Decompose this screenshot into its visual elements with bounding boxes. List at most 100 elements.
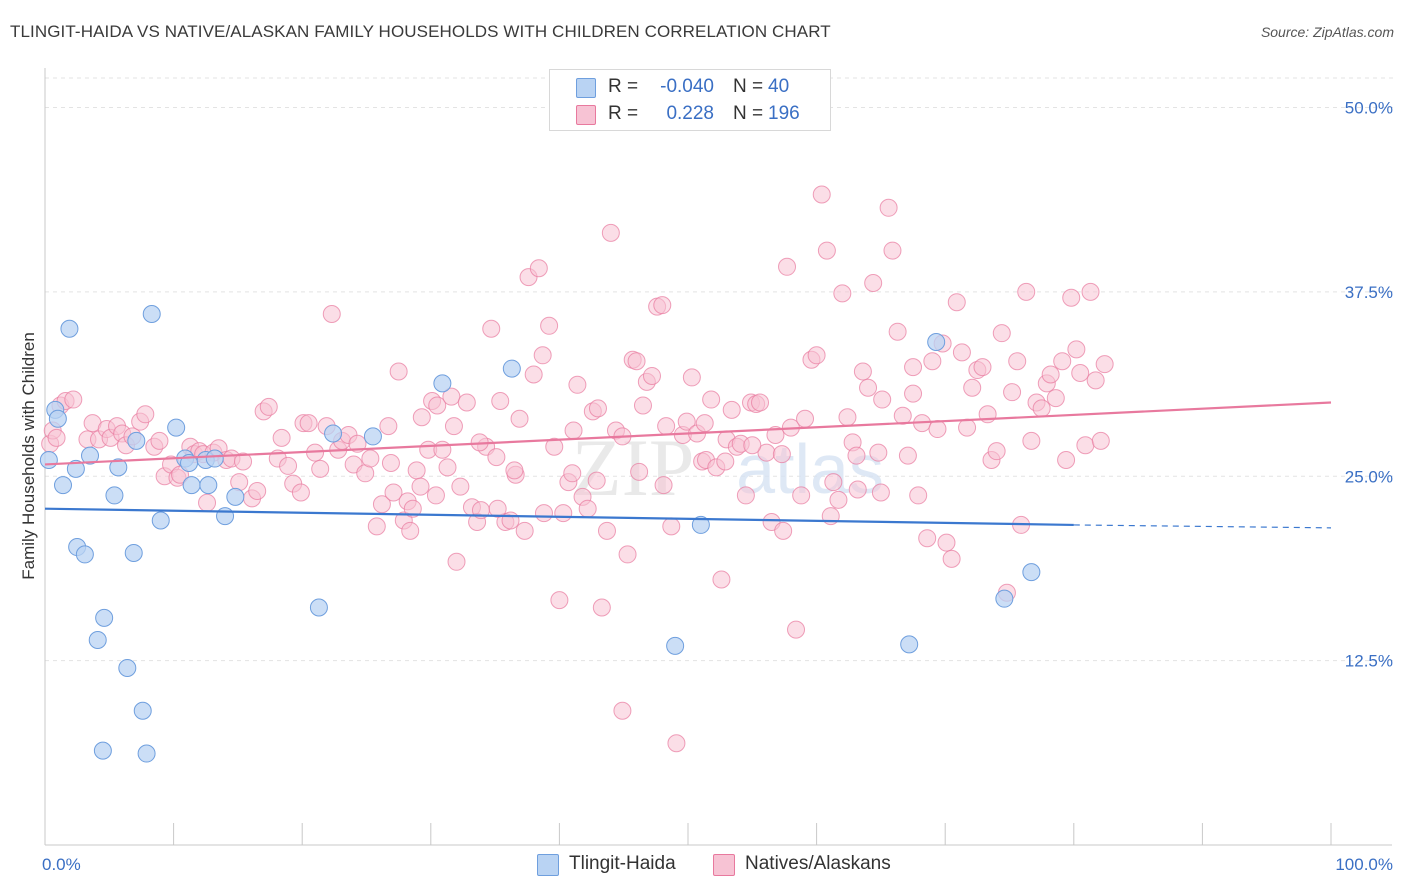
data-point-tlingit-haida <box>60 319 79 338</box>
data-point-natives-alaskans <box>1071 364 1090 382</box>
data-point-natives-alaskans <box>751 393 770 412</box>
data-point-natives-alaskans <box>1041 365 1060 384</box>
data-point-tlingit-haida <box>309 598 328 617</box>
data-point-natives-alaskans <box>403 499 422 518</box>
data-point-natives-alaskans <box>778 257 797 276</box>
data-point-natives-alaskans <box>817 241 836 260</box>
data-point-natives-alaskans <box>64 390 83 409</box>
data-point-natives-alaskans <box>1095 355 1114 374</box>
data-point-natives-alaskans <box>1032 399 1051 418</box>
data-point-natives-alaskans <box>279 456 298 475</box>
data-point-natives-alaskans <box>642 366 661 385</box>
data-point-natives-alaskans <box>1086 371 1105 390</box>
data-point-tlingit-haida <box>48 409 67 428</box>
data-point-natives-alaskans <box>1022 431 1041 450</box>
data-point-natives-alaskans <box>550 591 569 610</box>
data-point-natives-alaskans <box>796 409 815 428</box>
data-point-tlingit-haida <box>900 635 919 654</box>
data-point-natives-alaskans <box>992 324 1011 343</box>
data-point-tlingit-haida <box>205 449 224 468</box>
data-point-natives-alaskans <box>1076 436 1095 455</box>
data-point-natives-alaskans <box>322 305 341 323</box>
data-point-natives-alaskans <box>722 400 741 419</box>
r-label: R = <box>608 76 639 97</box>
n-label: N = <box>733 76 764 97</box>
data-point-natives-alaskans <box>987 442 1006 461</box>
data-point-natives-alaskans <box>1062 288 1081 307</box>
data-point-tlingit-haida <box>93 741 112 760</box>
data-point-natives-alaskans <box>653 296 672 315</box>
data-point-natives-alaskans <box>1091 431 1110 450</box>
data-point-natives-alaskans <box>367 517 386 536</box>
data-point-tlingit-haida <box>151 511 170 530</box>
trend-lines <box>44 401 1332 529</box>
data-point-natives-alaskans <box>1003 383 1022 402</box>
data-point-natives-alaskans <box>588 399 607 418</box>
data-point-natives-alaskans <box>923 352 942 371</box>
data-point-natives-alaskans <box>272 428 291 447</box>
data-point-natives-alaskans <box>618 545 637 564</box>
data-point-natives-alaskans <box>248 482 267 500</box>
data-point-tlingit-haida <box>216 507 235 526</box>
data-point-natives-alaskans <box>564 421 583 440</box>
r-value: -0.040 <box>660 76 714 97</box>
data-point-natives-alaskans <box>633 396 652 415</box>
data-point-natives-alaskans <box>958 418 977 437</box>
data-point-natives-alaskans <box>893 406 912 425</box>
data-point-natives-alaskans <box>879 198 898 217</box>
data-point-natives-alaskans <box>545 437 564 456</box>
data-point-tlingit-haida <box>81 446 100 465</box>
data-point-natives-alaskans <box>613 701 632 720</box>
data-point-natives-alaskans <box>833 284 852 303</box>
data-point-natives-alaskans <box>654 476 673 495</box>
x-tick-label: 100.0% <box>1335 855 1393 874</box>
data-point-natives-alaskans <box>487 448 506 467</box>
data-point-natives-alaskans <box>407 461 426 480</box>
data-point-natives-alaskans <box>411 477 430 496</box>
data-point-natives-alaskans <box>482 319 501 338</box>
data-point-natives-alaskans <box>918 529 937 548</box>
data-point-natives-alaskans <box>1067 340 1086 359</box>
data-point-tlingit-haida <box>133 701 152 720</box>
data-point-natives-alaskans <box>772 445 791 464</box>
data-point-natives-alaskans <box>743 436 762 455</box>
data-point-natives-alaskans <box>695 414 714 433</box>
data-point-natives-alaskans <box>578 499 597 518</box>
data-point-natives-alaskans <box>1046 389 1065 408</box>
data-point-tlingit-haida <box>167 418 186 437</box>
legend-row-natives-alaskans: R = 0.228 N = 196 <box>550 101 830 127</box>
data-point-natives-alaskans <box>198 493 217 512</box>
legend-swatch-blue <box>576 78 596 98</box>
series-tlingit-haida <box>39 305 1041 763</box>
data-point-natives-alaskans <box>657 417 676 436</box>
data-point-natives-alaskans <box>1057 451 1076 470</box>
data-point-natives-alaskans <box>361 449 380 468</box>
data-point-tlingit-haida <box>109 458 128 477</box>
data-point-natives-alaskans <box>1017 282 1036 301</box>
data-point-natives-alaskans <box>1081 282 1100 301</box>
chart-title: TLINGIT-HAIDA VS NATIVE/ALASKAN FAMILY H… <box>10 22 831 41</box>
data-point-tlingit-haida <box>66 459 85 478</box>
data-point-natives-alaskans <box>381 453 400 472</box>
trend-line-natives-alaskans <box>44 401 1332 466</box>
legend-swatch-pink <box>713 854 735 876</box>
data-point-tlingit-haida <box>199 476 218 495</box>
data-point-natives-alaskans <box>716 452 735 471</box>
y-tick-label: 12.5% <box>1345 652 1393 671</box>
data-point-natives-alaskans <box>838 408 857 427</box>
data-point-tlingit-haida <box>88 630 107 649</box>
data-point-natives-alaskans <box>348 434 367 453</box>
data-point-tlingit-haida <box>433 374 452 393</box>
data-point-natives-alaskans <box>230 473 249 492</box>
data-point-natives-alaskans <box>829 490 848 509</box>
data-point-natives-alaskans <box>871 483 890 502</box>
data-point-natives-alaskans <box>864 274 883 293</box>
data-point-tlingit-haida <box>39 451 58 470</box>
data-point-natives-alaskans <box>601 223 620 242</box>
data-point-tlingit-haida <box>137 744 156 763</box>
data-point-tlingit-haida <box>142 305 161 323</box>
data-point-natives-alaskans <box>510 409 529 428</box>
data-point-natives-alaskans <box>973 358 992 377</box>
legend-label: Tlingit-Haida <box>569 853 676 874</box>
data-point-natives-alaskans <box>630 462 649 481</box>
